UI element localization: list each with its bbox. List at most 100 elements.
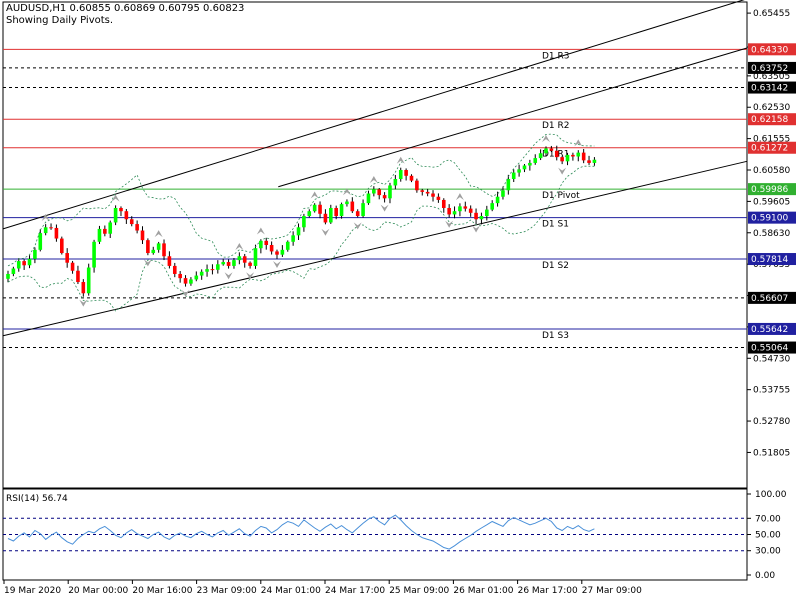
- candle-body: [216, 264, 220, 270]
- level-label: D1 S2: [542, 261, 569, 271]
- candle-body: [113, 207, 118, 223]
- candle-body: [232, 260, 236, 266]
- candle-body: [431, 193, 435, 197]
- candle-body: [237, 256, 242, 261]
- time-tick-label: 26 Mar 17:00: [518, 586, 578, 596]
- level-price-box: [748, 43, 796, 56]
- level-price-label: 0.59986: [751, 185, 788, 195]
- price-tick-label: 0.58630: [753, 229, 790, 239]
- candle-body: [592, 159, 597, 163]
- candle-body: [60, 238, 64, 254]
- level-price-box: [748, 341, 796, 354]
- candle-body: [388, 185, 392, 199]
- price-tick-label: 0.53755: [753, 386, 790, 396]
- chart-subtitle: Showing Daily Pivots.: [6, 15, 114, 26]
- candle-body: [398, 170, 403, 180]
- level-price-label: 0.64330: [751, 45, 788, 55]
- channel-line-lower: [2, 160, 748, 337]
- candle-body: [6, 273, 10, 279]
- candle-body: [285, 241, 290, 250]
- level-price-box: [748, 211, 796, 224]
- candle-body: [49, 227, 53, 229]
- candle-body: [156, 243, 161, 250]
- price-tick-label: 0.62530: [753, 103, 790, 113]
- candle-body: [560, 157, 564, 162]
- candle-body: [355, 211, 360, 217]
- candle-body: [70, 262, 75, 271]
- candle-body: [372, 189, 376, 194]
- candle-body: [210, 269, 215, 271]
- level-label: D1 S1: [542, 220, 569, 230]
- candle-body: [334, 207, 338, 217]
- fractal-up-icon: [342, 188, 351, 196]
- candle-body: [571, 154, 575, 157]
- candle-body: [409, 175, 414, 181]
- rsi-label: RSI(14) 56.74: [6, 494, 68, 504]
- candle-body: [269, 245, 274, 252]
- price-tick-label: 0.54730: [753, 354, 790, 364]
- candle-body: [199, 271, 204, 276]
- candle-body: [522, 165, 527, 170]
- channel-line-middle: [278, 47, 748, 188]
- fractal-up-icon: [310, 191, 319, 199]
- time-tick-label: 27 Mar 09:00: [582, 586, 642, 596]
- time-tick-label: 24 Mar 01:00: [261, 586, 321, 596]
- level-price-label: 0.59100: [751, 214, 788, 224]
- candle-body: [76, 270, 80, 283]
- time-tick-label: 26 Mar 01:00: [453, 586, 513, 596]
- candle-body: [501, 190, 505, 197]
- candle-body: [172, 265, 177, 274]
- level-label: D1 S3: [542, 331, 569, 341]
- time-tick-label: 20 Mar 00:00: [68, 586, 128, 596]
- candle-body: [81, 282, 86, 294]
- candle-body: [425, 191, 430, 194]
- candle-body: [54, 227, 59, 239]
- candle-body: [221, 262, 225, 265]
- rsi-tick-label: 70.00: [755, 514, 781, 524]
- candle-body: [323, 213, 328, 223]
- fractal-up-icon: [574, 139, 583, 147]
- price-tick-label: 0.61555: [753, 135, 790, 145]
- candle-body: [377, 189, 382, 196]
- candle-body: [495, 196, 500, 204]
- candle-body: [554, 150, 559, 158]
- rsi-tick-label: 50.00: [755, 531, 781, 541]
- fractal-down-icon: [143, 259, 152, 267]
- candle-body: [11, 268, 16, 274]
- candle-body: [420, 190, 425, 192]
- band-upper: [7, 133, 595, 267]
- level-price-box: [748, 61, 796, 74]
- candle-body: [189, 279, 193, 284]
- candle-body: [538, 153, 543, 159]
- candle-body: [140, 230, 145, 241]
- candle-body: [549, 148, 554, 151]
- candle-body: [447, 207, 451, 215]
- candle-body: [329, 207, 333, 223]
- fractal-up-icon: [235, 242, 244, 250]
- fractal-down-icon: [472, 225, 481, 233]
- rsi-line: [7, 514, 595, 550]
- candle-body: [506, 179, 511, 191]
- price-tick-label: 0.52780: [753, 417, 790, 427]
- candle-body: [226, 262, 231, 266]
- candle-body: [404, 170, 408, 176]
- rsi-tick-label: 0.00: [755, 571, 775, 581]
- fractal-up-icon: [41, 213, 50, 221]
- candle-body: [576, 152, 581, 157]
- fractal-down-icon: [181, 289, 190, 297]
- candle-body: [479, 216, 484, 220]
- level-price-box: [748, 291, 796, 304]
- level-price-box: [748, 322, 796, 335]
- price-tick-label: 0.51805: [753, 448, 790, 458]
- candle-body: [587, 160, 591, 163]
- time-tick-label: 24 Mar 17:00: [325, 586, 385, 596]
- candle-body: [490, 203, 494, 210]
- level-label: D1 Pivot: [542, 191, 580, 201]
- fractal-down-icon: [380, 204, 389, 212]
- candle-body: [468, 208, 473, 213]
- candle-body: [275, 251, 279, 255]
- fractal-down-icon: [321, 228, 330, 236]
- price-tick-label: 0.59605: [753, 197, 790, 207]
